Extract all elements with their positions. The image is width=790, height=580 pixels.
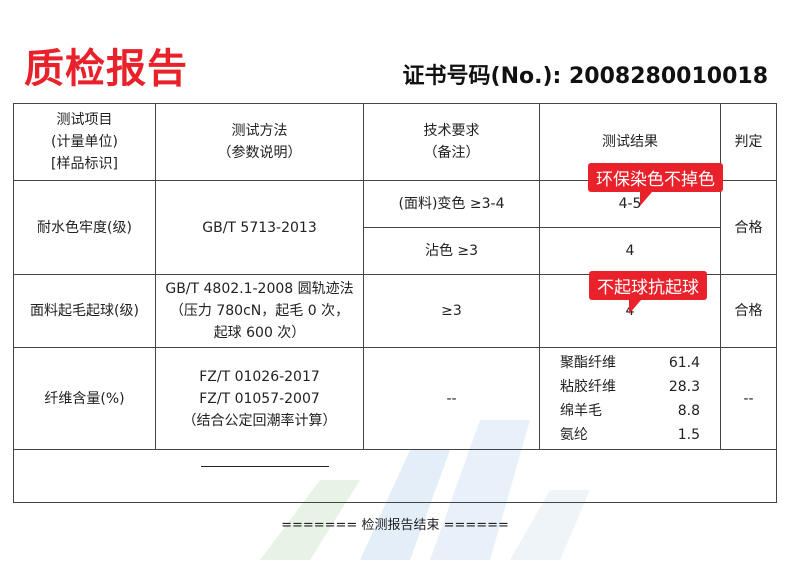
- pilling-requirement: ≥3: [363, 274, 540, 348]
- water-fastness-req-color-change: (面料)变色 ≥3-4: [363, 180, 540, 228]
- fiber-value: 8.8: [677, 402, 700, 419]
- certificate-number: 证书号码(No.): 2008280010018: [402, 64, 768, 89]
- pilling-item: 面料起毛起球(级): [13, 274, 156, 348]
- water-fastness-verdict: 合格: [720, 180, 777, 275]
- fiber-value: 61.4: [668, 354, 700, 371]
- pilling-verdict: 合格: [720, 274, 777, 348]
- header-verdict: 判定: [720, 103, 777, 181]
- header-test-method: 测试方法 （参数说明）: [155, 103, 364, 181]
- annotation-bubble-dyeing: 环保染色不掉色: [588, 163, 723, 206]
- header-requirement: 技术要求 （备注）: [363, 103, 540, 181]
- report-title: 质检报告: [24, 46, 188, 92]
- report-end-footer: ======= 检测报告结束 ======: [281, 518, 509, 533]
- test-report-table: 测试项目 (计量单位) [样品标识] 测试方法 （参数说明） 技术要求 （备注）…: [13, 103, 777, 503]
- fiber-name: 粘胶纤维: [560, 378, 616, 395]
- water-fastness-res-staining: 4: [539, 227, 721, 275]
- fiber-name: 氨纶: [560, 426, 588, 443]
- table-row: 纤维含量(%) FZ/T 01026-2017 FZ/T 01057-2007 …: [13, 347, 777, 450]
- table-row: 面料起毛起球(级) GB/T 4802.1-2008 圆轨迹法 （压力 780c…: [13, 274, 777, 348]
- water-fastness-req-staining: 沾色 ≥3: [363, 227, 540, 275]
- fiber-content-verdict: --: [720, 347, 777, 450]
- fiber-value: 28.3: [668, 378, 700, 395]
- signature-cell: [13, 449, 777, 503]
- header-row: 测试项目 (计量单位) [样品标识] 测试方法 （参数说明） 技术要求 （备注）…: [13, 103, 777, 181]
- fiber-name: 聚酯纤维: [560, 354, 616, 371]
- water-fastness-method: GB/T 5713-2013: [155, 180, 364, 275]
- fiber-content-results: 聚酯纤维 61.4 粘胶纤维 28.3 绵羊毛 8.8 氨纶 1.5: [539, 347, 721, 450]
- fiber-name: 绵羊毛: [560, 402, 602, 419]
- header-test-item: 测试项目 (计量单位) [样品标识]: [13, 103, 156, 181]
- annotation-bubble-pilling: 不起球抗起球: [589, 271, 707, 314]
- water-fastness-item: 耐水色牢度(级): [13, 180, 156, 275]
- signature-line: [201, 465, 329, 467]
- fiber-value: 1.5: [677, 426, 700, 443]
- fiber-content-item: 纤维含量(%): [13, 347, 156, 450]
- table-row: 沾色 ≥3 4: [14, 227, 777, 275]
- signature-row: [13, 449, 777, 503]
- fiber-content-requirement: --: [363, 347, 540, 450]
- fiber-content-method: FZ/T 01026-2017 FZ/T 01057-2007 （结合公定回潮率…: [155, 347, 364, 450]
- pilling-method: GB/T 4802.1-2008 圆轨迹法 （压力 780cN，起毛 0 次， …: [155, 274, 364, 348]
